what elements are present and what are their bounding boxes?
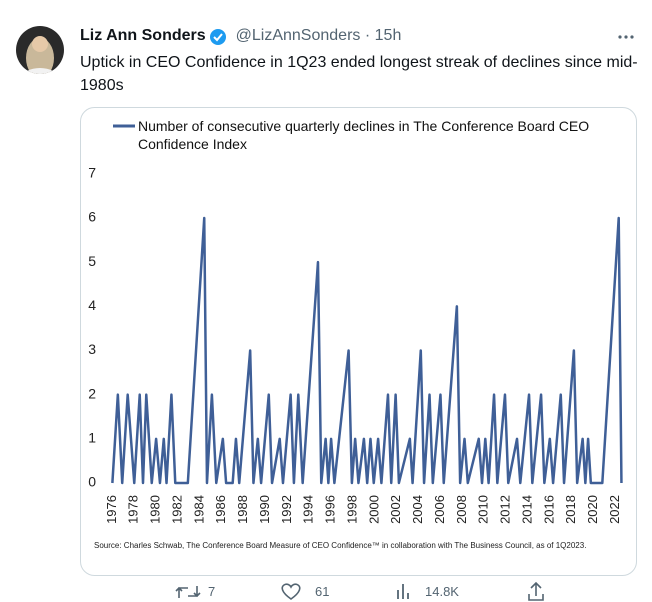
- x-tick-label: 1996: [323, 495, 338, 524]
- legend-label: Number of consecutive quarterly declines…: [138, 118, 590, 152]
- x-tick-label: 2014: [519, 495, 534, 524]
- retweet-count[interactable]: 7: [208, 584, 216, 599]
- x-tick-label: 1998: [344, 495, 359, 524]
- verified-badge: [210, 29, 226, 45]
- x-tick-label: 1994: [301, 495, 316, 524]
- y-tick-label: 1: [88, 430, 96, 446]
- x-tick-label: 1980: [148, 495, 163, 524]
- chart-source: Source: Charles Schwab, The Conference B…: [94, 541, 587, 550]
- x-tick-label: 1992: [279, 495, 294, 524]
- y-tick-label: 5: [88, 253, 96, 269]
- retweet-icon[interactable]: [175, 586, 201, 598]
- author-name[interactable]: Liz Ann Sonders: [80, 27, 206, 44]
- view-count[interactable]: 14.8K: [425, 584, 459, 599]
- tweet-header: Liz Ann Sonders @LizAnnSonders · 15h: [80, 27, 401, 45]
- y-tick-label: 0: [88, 474, 96, 490]
- like-count[interactable]: 61: [315, 584, 330, 599]
- separator: ·: [364, 27, 371, 44]
- x-tick-label: 1984: [191, 495, 206, 524]
- x-tick-label: 1988: [235, 495, 250, 524]
- views-icon[interactable]: [397, 584, 409, 599]
- tweet-text: Uptick in CEO Confidence in 1Q23 ended l…: [80, 54, 638, 94]
- x-tick-label: 1982: [169, 495, 184, 524]
- y-tick-label: 6: [88, 209, 96, 225]
- x-tick-label: 2010: [476, 495, 491, 524]
- author-handle[interactable]: @LizAnnSonders: [235, 27, 361, 44]
- x-tick-label: 1976: [104, 495, 119, 524]
- x-tick-label: 2020: [585, 495, 600, 524]
- x-tick-label: 2008: [454, 495, 469, 524]
- x-tick-label: 2004: [410, 495, 425, 524]
- x-tick-label: 2012: [498, 495, 513, 524]
- x-tick-label: 1978: [126, 495, 141, 524]
- share-icon[interactable]: [528, 581, 544, 601]
- x-tick-label: 2002: [388, 495, 403, 524]
- y-tick-label: 2: [88, 385, 96, 401]
- data-line: [111, 216, 623, 485]
- avatar[interactable]: [16, 26, 64, 88]
- x-tick-label: 2006: [432, 495, 447, 524]
- timestamp[interactable]: 15h: [374, 27, 402, 44]
- more-menu[interactable]: [618, 35, 634, 39]
- like-icon[interactable]: [281, 583, 301, 600]
- x-tick-label: 2022: [607, 495, 622, 524]
- y-tick-label: 4: [88, 297, 96, 313]
- x-tick-label: 2000: [366, 495, 381, 524]
- x-tick-label: 1986: [213, 495, 228, 524]
- y-tick-label: 3: [88, 341, 96, 357]
- x-tick-label: 1990: [257, 495, 272, 524]
- x-tick-label: 2016: [541, 495, 556, 524]
- y-tick-label: 7: [88, 165, 96, 181]
- x-tick-label: 2018: [563, 495, 578, 524]
